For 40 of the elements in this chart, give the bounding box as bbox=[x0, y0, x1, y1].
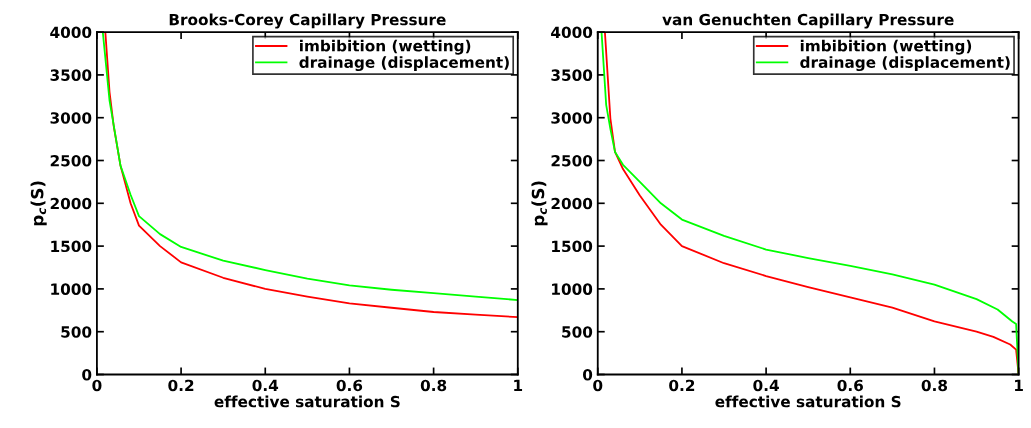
x-tick-label: 0.8 bbox=[420, 379, 447, 392]
x-tick-label: 0.8 bbox=[921, 379, 948, 392]
y-tick-label: 4000 bbox=[551, 26, 593, 39]
y-tick-label: 4000 bbox=[50, 26, 92, 39]
y-axis-title: p$_{c}$(S) bbox=[30, 181, 47, 226]
chart-title: Brooks-Corey Capillary Pressure bbox=[169, 13, 446, 29]
legend-label: drainage (displacement) bbox=[800, 56, 1010, 72]
x-tick-label: 1 bbox=[1015, 379, 1023, 391]
y-tick-label: 0 bbox=[582, 368, 593, 381]
chart-title: van Genuchten Capillary Pressure bbox=[662, 13, 954, 29]
y-tick-label: 1000 bbox=[51, 283, 92, 295]
x-tick-label: 0 bbox=[92, 379, 102, 392]
y-axis-title: p$_{c}$(S) bbox=[531, 181, 548, 226]
y-tick-label: 3000 bbox=[50, 112, 92, 124]
x-tick-label: 0.4 bbox=[252, 379, 279, 392]
x-tick-label: 0.2 bbox=[669, 379, 695, 392]
y-tick-label: 2000 bbox=[551, 197, 593, 210]
x-tick-label: 0 bbox=[593, 379, 603, 392]
x-tick-label: 1 bbox=[514, 379, 523, 391]
y-tick-label: 500 bbox=[61, 326, 92, 338]
y-tick-label: 3000 bbox=[551, 112, 593, 124]
x-axis-title: effective saturation S bbox=[715, 395, 901, 408]
x-tick-label: 0.2 bbox=[168, 379, 194, 392]
y-tick-label: 500 bbox=[562, 326, 593, 338]
y-tick-label: 0 bbox=[82, 368, 92, 381]
x-tick-label: 0.4 bbox=[753, 379, 779, 392]
x-axis-title: effective saturation S bbox=[214, 395, 400, 408]
x-tick-label: 0.6 bbox=[837, 379, 863, 392]
y-tick-label: 2500 bbox=[50, 154, 92, 167]
x-tick-label: 0.6 bbox=[336, 379, 363, 392]
y-tick-label: 2000 bbox=[50, 197, 92, 210]
legend-label: imbibition (wetting) bbox=[800, 39, 972, 55]
legend-label: drainage (displacement) bbox=[299, 56, 509, 72]
y-tick-label: 1500 bbox=[51, 240, 92, 253]
legend-label: imbibition (wetting) bbox=[300, 39, 471, 55]
y-tick-label: 3500 bbox=[50, 69, 92, 81]
y-tick-label: 3500 bbox=[551, 69, 593, 81]
y-tick-label: 1000 bbox=[552, 283, 593, 295]
y-tick-label: 2500 bbox=[551, 154, 593, 167]
y-tick-label: 1500 bbox=[552, 240, 593, 253]
